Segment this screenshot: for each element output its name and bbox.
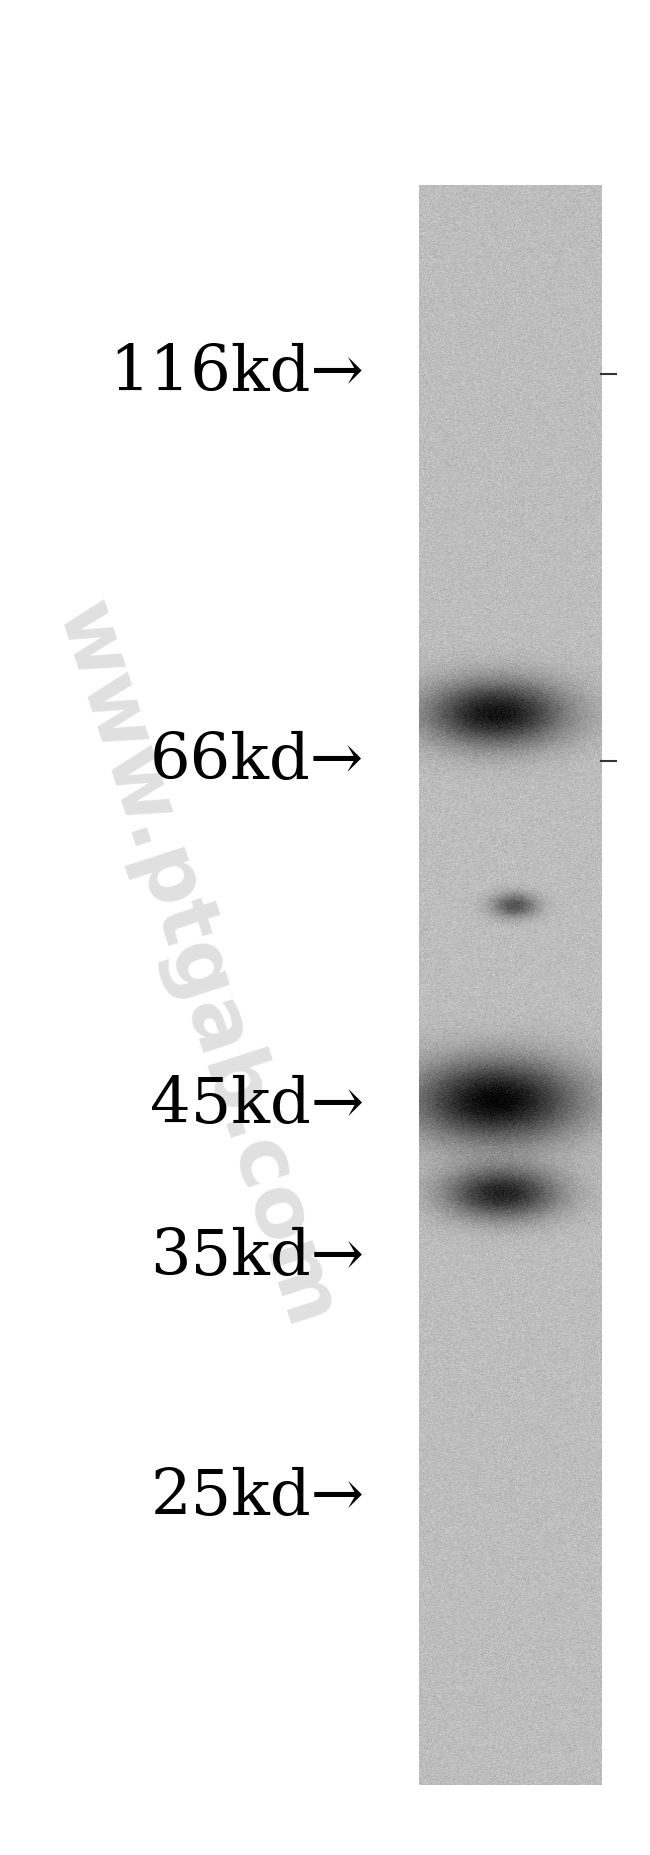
- Text: 35kd→: 35kd→: [150, 1226, 365, 1287]
- Text: 116kd→: 116kd→: [109, 343, 365, 404]
- Text: 66kd→: 66kd→: [150, 731, 365, 792]
- Text: www.ptgab.com: www.ptgab.com: [40, 592, 351, 1337]
- Text: 25kd→: 25kd→: [150, 1467, 365, 1527]
- Text: 45kd→: 45kd→: [150, 1074, 365, 1135]
